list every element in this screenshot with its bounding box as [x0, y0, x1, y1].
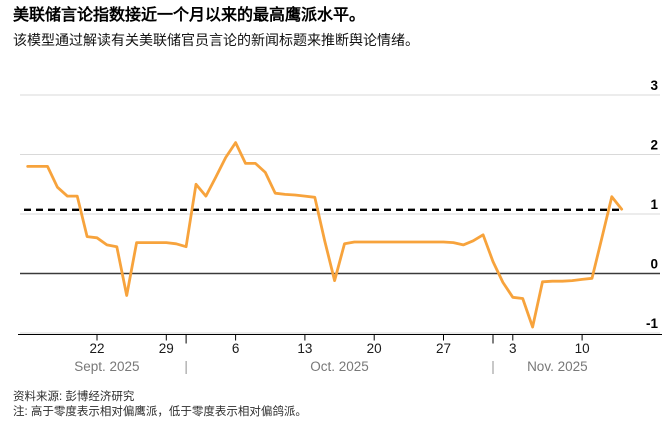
y-axis-tick-label: 2: [650, 138, 658, 153]
x-axis-tick-label: 20: [367, 341, 382, 356]
x-axis-tick-label: 27: [436, 341, 451, 356]
fed-speak-index-line: [26, 141, 624, 329]
y-axis-tick-label: 0: [650, 257, 658, 272]
x-axis-tick-label: 10: [575, 341, 590, 356]
chart-title: 美联储言论指数接近一个月以来的最高鹰派水平。: [13, 7, 366, 24]
month-label: Oct. 2025: [310, 359, 369, 374]
y-axis-tick-label: 3: [650, 78, 658, 93]
month-separator: |: [184, 359, 188, 374]
chart-subtitle: 该模型通过解读有关美联储官员言论的新闻标题来推断舆论情绪。: [13, 32, 419, 48]
source-note: 资料来源: 彭博经济研究: [13, 391, 135, 403]
month-label: Nov. 2025: [527, 359, 588, 374]
y-axis-tick-label: -1: [646, 316, 658, 331]
x-axis-tick-label: 6: [232, 341, 240, 356]
methodology-note: 注: 高于零度表示相对偏鹰派，低于零度表示相对偏鸽派。: [13, 406, 307, 418]
x-axis-tick-label: 29: [159, 341, 174, 356]
month-label: Sept. 2025: [74, 359, 139, 374]
month-separator: |: [491, 359, 495, 374]
x-axis-tick-label: 13: [297, 341, 312, 356]
y-axis-tick-label: 1: [650, 197, 658, 212]
x-axis-tick-label: 22: [89, 341, 104, 356]
chart-footnotes: 资料来源: 彭博经济研究 注: 高于零度表示相对偏鹰派，低于零度表示相对偏鸽派。: [13, 390, 659, 420]
x-axis-tick-label: 3: [509, 341, 517, 356]
